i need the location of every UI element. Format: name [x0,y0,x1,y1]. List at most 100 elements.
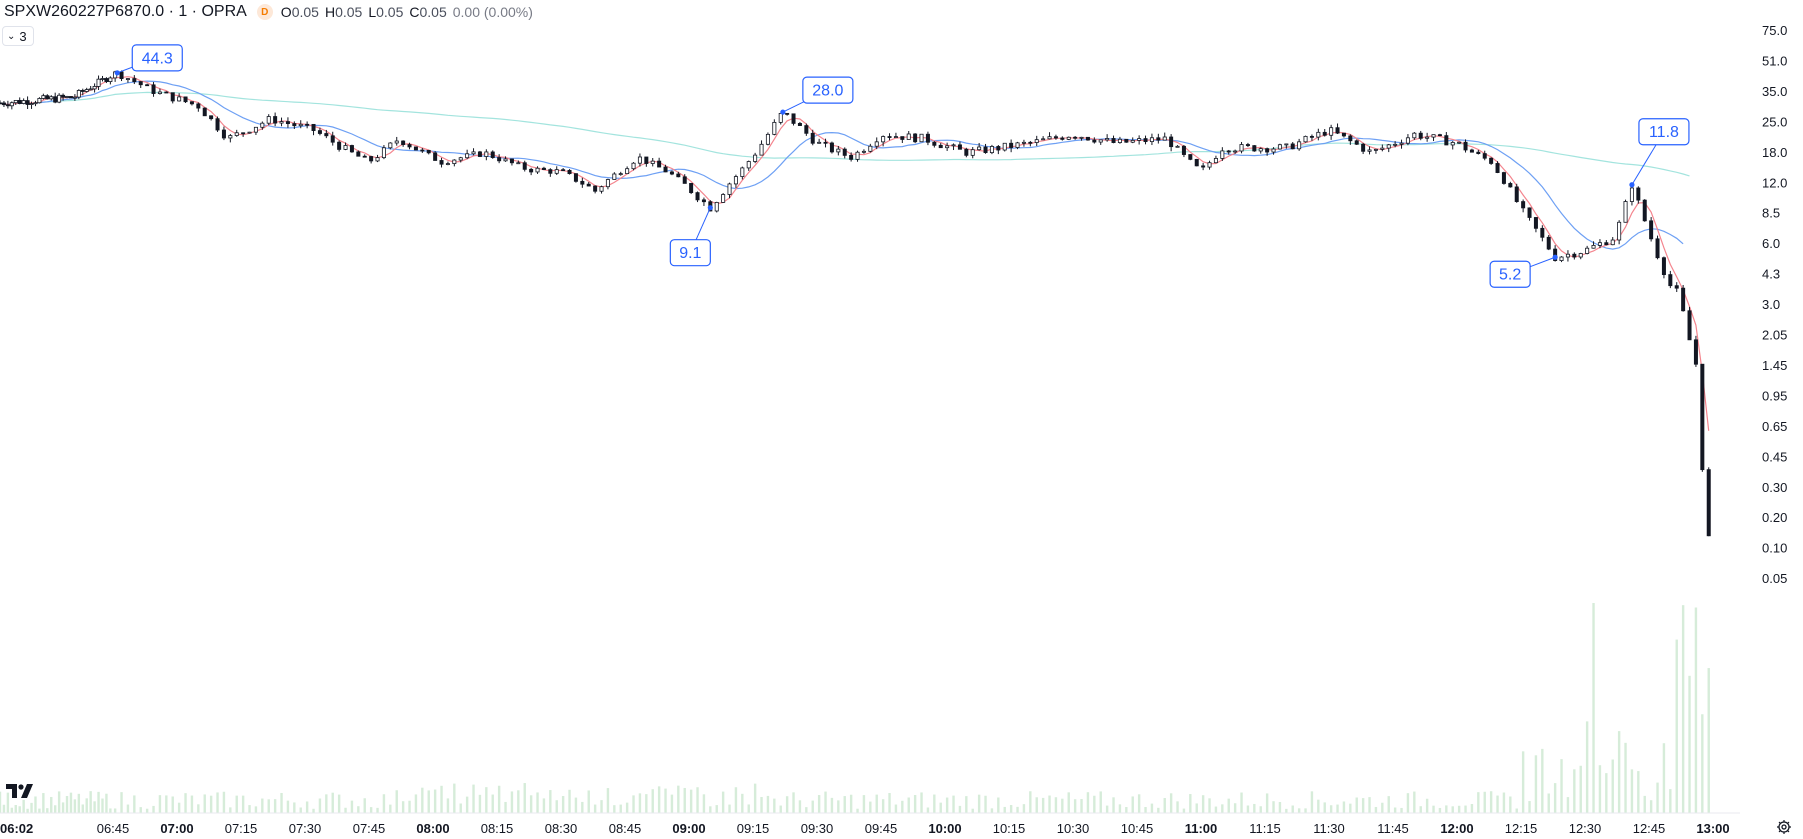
volume-bar [235,795,238,813]
volume-bar [81,804,84,813]
volume-bar [73,799,77,813]
candle [202,107,207,117]
candle [1649,217,1654,242]
candle [1201,162,1206,171]
volume-bar [53,805,57,813]
volume-bar [1112,797,1115,813]
volume-bar [587,790,590,813]
volume-bar [1169,793,1173,813]
candle [1239,141,1244,154]
volume-bar [1675,639,1678,813]
x-tick-label: 11:30 [1313,821,1345,836]
candle [797,121,802,126]
candle [104,77,109,84]
candle [829,141,834,154]
volume-bar [1189,794,1192,813]
volume-bar [1240,792,1243,813]
candle [9,101,14,110]
candle [1290,142,1295,150]
candle [273,112,278,127]
gear-icon[interactable] [1776,819,1792,835]
candle [108,76,113,85]
volume-bar [625,802,629,813]
y-tick-label: 1.45 [1762,358,1787,373]
volume-bar [1080,799,1083,813]
candle [29,101,34,109]
volume-bar [1470,803,1474,813]
candle [57,93,62,104]
volume-bar [105,793,108,813]
candle [1303,135,1308,143]
candle [37,97,42,104]
volume-bar [395,790,398,813]
delayed-data-badge[interactable]: D [256,4,273,20]
candle [753,152,758,164]
candle [189,101,194,106]
x-tick-label: 11:00 [1185,821,1218,836]
volume-bar [389,804,392,813]
candle [1015,141,1020,150]
candle [1105,134,1110,142]
y-tick-label: 25.0 [1762,114,1787,129]
candle [13,99,18,105]
ohlc-low: L0.05 [368,4,404,20]
volume-bar [1477,792,1480,813]
volume-bar [1265,793,1269,813]
volume-bar [1669,789,1672,813]
volume-bar [478,794,482,813]
candle [1169,134,1174,152]
volume-bar [421,787,424,813]
volume-bar [1073,799,1077,813]
volume-bar [1227,798,1230,813]
candle [1149,133,1154,146]
candle [1585,245,1590,255]
volume-bar [1515,808,1518,813]
candle [1367,146,1372,155]
candle [727,182,732,199]
volume-bar [1054,797,1058,813]
volume-bar [165,795,168,813]
candle [1393,141,1398,148]
tradingview-logo-icon[interactable] [6,784,34,798]
indicators-toggle-button[interactable]: ⌄ 3 [2,26,34,46]
volume-bar [1617,731,1621,813]
volume-bar [670,794,674,813]
candle [68,96,73,99]
symbol-title[interactable]: SPXW260227P6870.0 · 1 · OPRA [4,3,247,20]
volume-bar [1374,806,1378,813]
candle [465,149,470,160]
volume-bar [843,796,846,813]
candle [407,142,412,150]
candle [810,129,815,146]
candle [682,174,687,184]
candle [874,137,879,150]
candle [1636,186,1641,204]
volume-bar [133,795,136,813]
volume-bar [1035,797,1038,813]
candle [452,159,457,167]
volume-bar [267,799,270,813]
candle [1092,137,1097,144]
candle [25,96,30,110]
candle [1028,140,1033,147]
volume-bar [50,796,53,813]
x-tick-label: 06:02 [0,821,33,836]
volume-bar [101,798,104,813]
candle [324,129,329,139]
candle [945,142,950,151]
chevron-down-icon: ⌄ [7,30,16,42]
candle [689,182,694,195]
volume-bar [1521,751,1525,813]
candle [1617,220,1622,245]
volume-bar [971,808,974,813]
volume-bar [798,800,802,813]
candle [612,172,617,180]
volume-bar [1253,803,1256,813]
volume-bar [69,792,73,813]
volume-bar [561,796,565,813]
price-axis[interactable]: 75.0 51.0 35.0 25.0 18.0 12.0 8.5 6.0 4.3 3.0 2.05… [1762,23,1787,586]
time-axis[interactable]: 06:02 06:45 07:00 07:15 07:30 07:45 08:00 08:15… [0,812,1740,836]
callout-label: 9.1 [679,245,701,262]
volume-bar [1528,801,1531,813]
